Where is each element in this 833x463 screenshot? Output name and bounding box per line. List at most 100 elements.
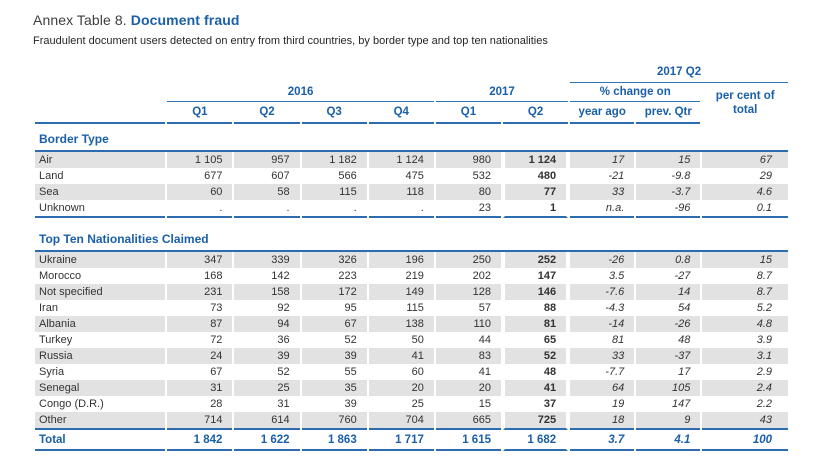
cell: 20 — [368, 380, 434, 396]
header-row-groups: 2016 2017 % change on per cent of total — [35, 83, 788, 116]
cell: 15 — [636, 152, 701, 168]
cell: -26 — [570, 252, 635, 268]
cell: 50 — [411, 334, 424, 346]
cell: 9 — [636, 412, 701, 430]
total-row: Total 1 842 1 622 1 863 1 717 1 615 1 682 3.7 4.… — [35, 430, 788, 451]
table-row: Land 677 607 566 475 532 480 -21 -9.8 29 — [35, 168, 788, 184]
table-row: Ukraine 347 339 326 196 250 252 -26 0.8 15 — [35, 252, 788, 268]
cell: 39 — [344, 398, 357, 410]
row-label: Senegal — [35, 380, 166, 396]
cell: 142 — [271, 270, 290, 282]
cell: 24 — [167, 348, 233, 364]
cell: 41 — [478, 366, 491, 378]
header-group-2017: 2017 — [435, 83, 569, 102]
cell: 1 182 — [301, 152, 367, 168]
table-row: Russia 24 39 39 41 83 52 33 -37 3.1 — [35, 348, 788, 364]
total-cell: 3.7 — [570, 430, 635, 451]
table-row: Morocco 168 142 223 219 202 147 3.5 -27 8.7 — [35, 268, 788, 284]
table-row: Other 714 614 760 704 665 725 18 9 43 — [35, 412, 788, 430]
cell: 31 — [167, 380, 233, 396]
row-label: Congo (D.R.) — [39, 398, 104, 410]
cell: 15 — [478, 398, 491, 410]
cell: 54 — [678, 302, 691, 314]
table-row: Syria 67 52 55 60 41 48 -7.7 17 2.9 — [35, 364, 788, 380]
cell: 704 — [368, 412, 434, 430]
spacer-cell — [35, 218, 788, 224]
section-header-row: Border Type — [35, 124, 788, 152]
table-row: Unknown.... 23 1 n.a. -96 0.1 — [35, 200, 788, 218]
header-2016-q2: Q2 — [234, 102, 300, 124]
cell: 1 124 — [503, 152, 569, 168]
cell: 67 — [301, 316, 367, 332]
cell: 33 — [570, 348, 635, 364]
header-2017-q2: 2017 Q2 — [570, 64, 788, 83]
cell: 149 — [368, 284, 434, 300]
cell: 4.8 — [702, 316, 788, 332]
cell: 147 — [503, 268, 569, 284]
cell: . — [234, 200, 300, 218]
report-page: Annex Table 8. Document fraud Fraudulent… — [33, 12, 800, 451]
cell: 118 — [368, 184, 434, 200]
cell: 475 — [405, 170, 424, 182]
table-header: 2017 Q2 2016 2017 % change on per cent o… — [35, 64, 788, 124]
cell: 202 — [472, 270, 491, 282]
header-per-cent-of-total: per cent of total — [715, 89, 775, 116]
table-row: Sea 60 58 115 118 80 77 33 -3.7 4.6 — [35, 184, 788, 200]
row-label: Other — [35, 412, 166, 430]
cell: . — [167, 200, 233, 218]
cell: 3.1 — [702, 348, 788, 364]
cell: 80 — [435, 184, 501, 200]
header-prev-qtr: prev. Qtr — [636, 102, 701, 124]
header-year-ago: year ago — [570, 102, 635, 124]
cell: 31 — [277, 398, 290, 410]
cell: 532 — [472, 170, 491, 182]
cell: 614 — [234, 412, 300, 430]
cell: 60 — [411, 366, 424, 378]
header-2016-q3: Q3 — [301, 102, 367, 124]
row-label: Syria — [39, 366, 65, 378]
cell: 67 — [210, 366, 223, 378]
cell: n.a. — [570, 200, 635, 218]
table-title: Annex Table 8. Document fraud — [33, 12, 800, 28]
table-row: Not specified 231 158 172 149 128 146 -7.6 14 8.7 — [35, 284, 788, 300]
cell: 72 — [210, 334, 223, 346]
cell: 52 — [344, 334, 357, 346]
cell: 158 — [234, 284, 300, 300]
cell: 105 — [636, 380, 701, 396]
section-header-row: Top Ten Nationalities Claimed — [35, 224, 788, 252]
header-group-2016: 2016 — [167, 83, 434, 102]
cell: 231 — [167, 284, 233, 300]
cell: 326 — [301, 252, 367, 268]
cell: 92 — [277, 302, 290, 314]
cell: 760 — [301, 412, 367, 430]
header-2016-q1: Q1 — [167, 102, 233, 124]
cell: -37 — [636, 348, 701, 364]
table-row: Turkey 72 36 52 50 44 65 81 48 3.9 — [35, 332, 788, 348]
row-label: Not specified — [35, 284, 166, 300]
total-cell: 4.1 — [636, 430, 701, 451]
cell: 48 — [503, 364, 569, 380]
row-label: Turkey — [39, 334, 73, 346]
section-spacer — [35, 218, 788, 224]
cell: -96 — [636, 200, 701, 218]
cell: . — [301, 200, 367, 218]
cell: 146 — [503, 284, 569, 300]
cell: 677 — [204, 170, 223, 182]
cell: 957 — [234, 152, 300, 168]
total-cell: 1 863 — [301, 430, 367, 451]
header-spacer — [35, 64, 568, 83]
cell: 81 — [503, 316, 569, 332]
row-label: Air — [35, 152, 166, 168]
cell: 67 — [702, 152, 788, 168]
cell: 65 — [503, 332, 569, 348]
total-cell: 1 682 — [503, 430, 569, 451]
table-row: Air 1 105 957 1 182 1 124 980 1 124 17 15 67 — [35, 152, 788, 168]
cell: -14 — [570, 316, 635, 332]
table-body: Border Type Air 1 105 957 1 182 1 124 980 1 124… — [35, 124, 788, 451]
header-row-top: 2017 Q2 — [35, 64, 788, 83]
cell: 60 — [167, 184, 233, 200]
cell: 28 — [210, 398, 223, 410]
total-cell: 1 615 — [435, 430, 501, 451]
cell: 29 — [759, 170, 772, 182]
cell: 168 — [204, 270, 223, 282]
